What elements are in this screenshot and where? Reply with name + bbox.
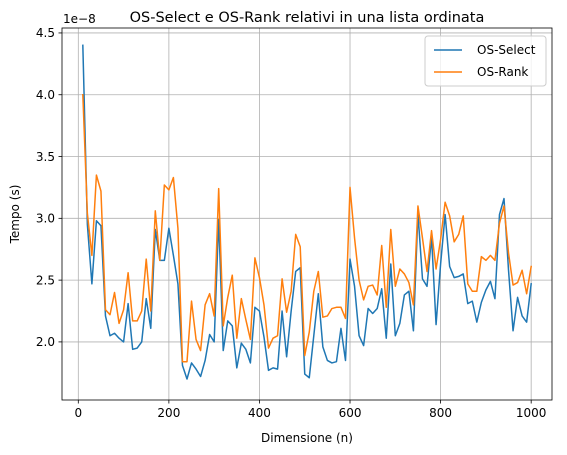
legend-label-os-rank: OS-Rank [477,65,528,79]
x-tick-label: 1000 [516,406,547,420]
y-axis-ticks: 2.0 2.5 3.0 3.5 4.0 4.5 [36,26,62,349]
x-tick-label: 0 [74,406,82,420]
y-tick-label: 3.5 [36,150,55,164]
x-tick-label: 200 [157,406,180,420]
chart-title: OS-Select e OS-Rank relativi in una list… [130,10,485,26]
legend-label-os-select: OS-Select [477,43,536,57]
plot-frame [61,27,553,401]
y-tick-label: 2.5 [36,273,55,287]
y-axis-offset-label: 1e−8 [63,12,96,26]
legend-box [424,35,547,87]
y-axis-label: Tempo (s) [8,185,22,245]
y-tick-label: 3.0 [36,212,55,226]
series-layer [82,44,533,380]
x-tick-label: 600 [339,406,362,420]
x-axis-label: Dimensione (n) [261,431,353,445]
x-tick-label: 800 [429,406,452,420]
plot-area [62,28,552,400]
y-tick-label: 2.0 [36,335,55,349]
legend: OS-Select OS-Rank [424,35,547,87]
x-tick-label: 400 [248,406,271,420]
series-line-os-rank [82,93,533,363]
y-tick-label: 4.5 [36,26,55,40]
series-line-os-select [82,44,533,380]
x-axis-ticks: 0 200 400 600 800 1000 [74,400,546,420]
y-tick-label: 4.0 [36,88,55,102]
